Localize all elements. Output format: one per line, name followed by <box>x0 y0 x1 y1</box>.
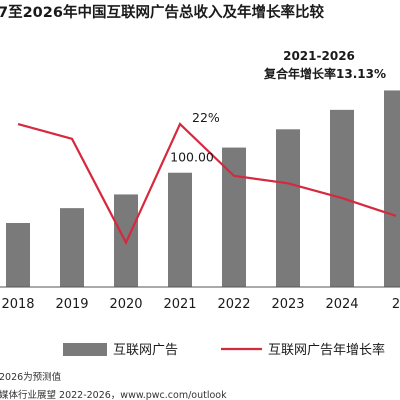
bar-2021 <box>168 172 192 287</box>
x-tick-2022: 2022 <box>217 297 250 312</box>
bar-2022 <box>222 147 246 287</box>
bar-2 <box>384 90 400 287</box>
bar-2018 <box>6 223 30 287</box>
x-tick-2024: 2024 <box>325 297 358 312</box>
cagr-period: 2021-2026 <box>283 49 355 63</box>
legend-bar-swatch <box>63 343 107 356</box>
x-tick-2023: 2023 <box>271 297 304 312</box>
legend-bar-label: 互联网广告 <box>113 343 178 358</box>
bar-series <box>6 90 400 287</box>
bar-2023 <box>276 129 300 287</box>
data-label-revenue-2021: 100.00 <box>170 150 214 165</box>
x-tick-labels: 2018 2019 2020 2021 2022 2023 2024 2 <box>1 297 400 312</box>
data-labels: 22% 100.00 <box>170 110 220 165</box>
legend-line-label: 互联网广告年增长率 <box>268 342 385 358</box>
data-label-growth-2021: 22% <box>192 110 220 125</box>
x-tick-2: 2 <box>392 297 400 312</box>
x-tick-2020: 2020 <box>109 297 142 312</box>
bar-2019 <box>60 208 84 287</box>
cagr-value: 复合年增长率13.13% <box>263 66 386 81</box>
chart-title: 7至2026年中国互联网广告总收入及年增长率比较 <box>0 3 324 21</box>
x-tick-2021: 2021 <box>163 297 196 312</box>
source-note: 媒体行业展望 2022-2026，www.pwc.com/outlook <box>0 389 227 400</box>
x-tick-2019: 2019 <box>55 297 88 312</box>
growth-line-series <box>17 122 397 246</box>
x-tick-2018: 2018 <box>1 297 34 312</box>
forecast-note: 2026为预测值 <box>0 371 62 383</box>
